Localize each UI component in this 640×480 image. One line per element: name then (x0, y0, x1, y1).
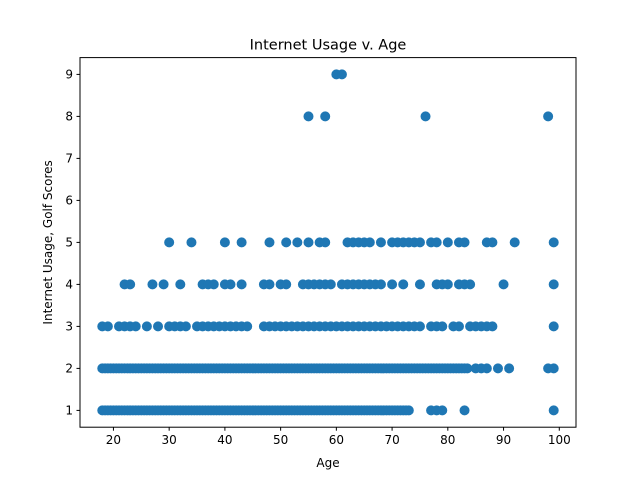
y-tick-label: 1 (65, 404, 73, 418)
data-point (186, 237, 197, 248)
data-point (303, 111, 314, 122)
data-point (236, 279, 247, 290)
data-point (437, 405, 448, 416)
data-point (453, 321, 464, 332)
data-point (158, 279, 169, 290)
data-point (498, 279, 509, 290)
x-tick-label: 70 (384, 433, 399, 447)
data-point (398, 279, 409, 290)
data-point (459, 405, 470, 416)
y-tick-label: 5 (65, 236, 73, 250)
data-point (442, 279, 453, 290)
y-tick-label: 7 (65, 152, 73, 166)
x-axis-ticks: 20 30 40 50 60 70 80 90 100 (106, 427, 571, 447)
data-point (459, 237, 470, 248)
data-point (487, 321, 498, 332)
x-tick-label: 100 (548, 433, 571, 447)
y-tick-label: 9 (65, 68, 73, 82)
data-point (548, 405, 559, 416)
x-tick-label: 30 (162, 433, 177, 447)
data-point (336, 69, 347, 80)
data-point (548, 237, 559, 248)
y-tick-label: 3 (65, 320, 73, 334)
data-point (236, 237, 247, 248)
y-tick-label: 6 (65, 194, 73, 208)
data-point (164, 237, 175, 248)
data-point (414, 237, 425, 248)
data-point (208, 279, 219, 290)
data-point (414, 279, 425, 290)
data-point (431, 237, 442, 248)
data-points (97, 69, 559, 416)
data-point (437, 321, 448, 332)
data-point (180, 321, 191, 332)
data-point (219, 237, 230, 248)
data-point (325, 279, 336, 290)
data-point (442, 237, 453, 248)
x-axis-label: Age (316, 456, 339, 470)
plot-frame (79, 57, 577, 428)
data-point (147, 279, 158, 290)
data-point (375, 279, 386, 290)
data-point (281, 237, 292, 248)
y-tick-label: 8 (65, 110, 73, 124)
x-tick-label: 80 (440, 433, 455, 447)
data-point (420, 111, 431, 122)
data-point (102, 321, 113, 332)
data-point (509, 237, 520, 248)
data-point (481, 363, 492, 374)
data-point (548, 321, 559, 332)
data-point (153, 321, 164, 332)
data-point (242, 321, 253, 332)
data-point (414, 321, 425, 332)
y-tick-label: 2 (65, 362, 73, 376)
data-point (320, 237, 331, 248)
x-tick-label: 60 (329, 433, 344, 447)
data-point (175, 279, 186, 290)
data-point (548, 363, 559, 374)
data-point (462, 363, 473, 374)
x-tick-label: 50 (273, 433, 288, 447)
y-tick-label: 4 (65, 278, 73, 292)
data-point (403, 405, 414, 416)
x-tick-label: 20 (106, 433, 121, 447)
data-point (320, 111, 331, 122)
data-point (292, 237, 303, 248)
data-point (375, 237, 386, 248)
data-point (264, 279, 275, 290)
x-tick-label: 90 (496, 433, 511, 447)
y-axis-label: Internet Usage, Golf Scores (41, 160, 55, 324)
data-point (504, 363, 515, 374)
data-point (487, 237, 498, 248)
data-point (264, 237, 275, 248)
data-point (141, 321, 152, 332)
chart-title: Internet Usage v. Age (250, 38, 407, 54)
data-point (548, 279, 559, 290)
y-axis-ticks: 1 2 3 4 5 6 7 8 9 (65, 68, 80, 418)
data-point (492, 363, 503, 374)
data-point (364, 237, 375, 248)
data-point (125, 279, 136, 290)
data-point (130, 321, 141, 332)
data-point (281, 279, 292, 290)
data-point (387, 279, 398, 290)
data-point (465, 279, 476, 290)
data-point (225, 279, 236, 290)
data-point (543, 111, 554, 122)
x-tick-label: 40 (217, 433, 232, 447)
data-point (303, 237, 314, 248)
